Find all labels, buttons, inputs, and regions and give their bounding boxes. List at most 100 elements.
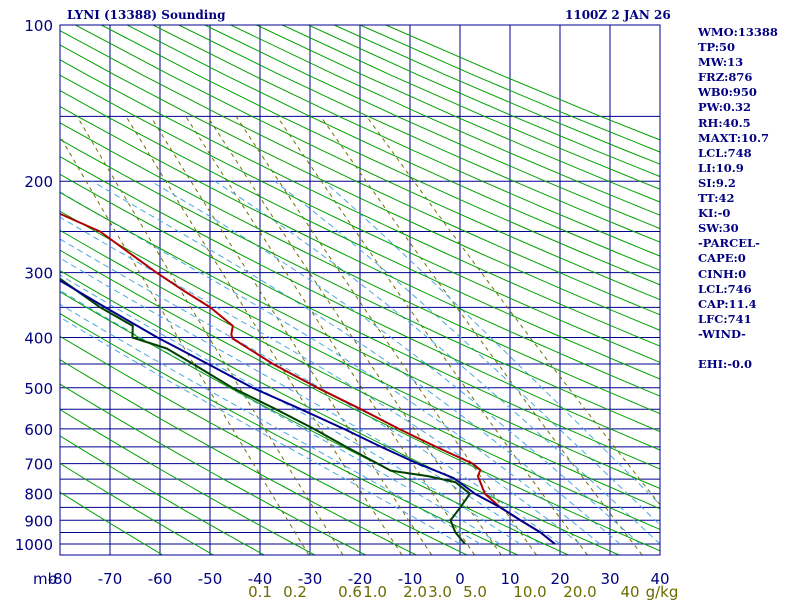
- series-layer: [60, 212, 556, 545]
- stat-item: MW:13: [698, 55, 744, 70]
- dry-adiabat-line: [152, 25, 660, 257]
- mixing-ratio-line: [235, 116, 537, 555]
- stat-item: PW:0.32: [698, 100, 752, 115]
- mixing-ratio-line: [125, 116, 403, 555]
- stat-item: CAP:11.4: [698, 296, 757, 311]
- dry-adiabat-line: [60, 138, 660, 433]
- dry-adiabat-line: [60, 44, 660, 331]
- mixing-ratio-tick-label: 2.0: [403, 583, 427, 600]
- mixing-ratio-tick-label: 0.2: [283, 583, 307, 600]
- stat-item: SW:30: [698, 221, 739, 236]
- dry-adiabat-line: [60, 105, 660, 397]
- temperature-profile-line: [60, 212, 556, 545]
- moist-adiabat-line: [150, 180, 641, 545]
- dry-adiabat-line: [60, 173, 660, 470]
- pressure-tick-label: 400: [24, 329, 53, 347]
- temperature-tick-label: -70: [98, 570, 123, 588]
- mixing-ratio-tick-label: 10.0: [513, 583, 546, 600]
- moist-adiabat-line: [60, 316, 461, 545]
- temperature-tick-label: 0: [455, 570, 465, 588]
- mixing-ratio-tick-label: 0.6: [338, 583, 362, 600]
- dry-adiabat-line: [60, 191, 660, 490]
- moist-adiabat-line: [274, 180, 660, 526]
- mixing-ratio-tick-label: 3.0: [428, 583, 452, 600]
- stat-item: SI:9.2: [698, 175, 736, 190]
- pressure-tick-label: 900: [24, 512, 53, 530]
- dry-adiabat-line: [101, 25, 660, 286]
- mixing-ratio-line: [60, 135, 310, 555]
- stat-item: WMO:13388: [698, 25, 778, 39]
- dry-adiabat-line: [60, 491, 163, 555]
- dry-adiabat-line: [60, 122, 660, 415]
- moist-adiabat-line: [60, 303, 481, 545]
- temperature-tick-label: 40: [650, 570, 669, 588]
- pressure-tick-label: 100: [24, 17, 53, 35]
- stat-item: [698, 342, 778, 357]
- dry-adiabat-line: [60, 359, 417, 555]
- stats-panel: WMO:13388 TP:50 MW:13 FRZ:876 WB0:950 PW:0.32…: [698, 25, 778, 372]
- mixing-ratio-tick-label: 40: [620, 583, 639, 600]
- temperature-tick-label: -50: [198, 570, 223, 588]
- dry-adiabat-line: [60, 270, 620, 555]
- stat-item: -WIND-: [698, 326, 746, 341]
- dry-adiabat-line: [60, 229, 660, 530]
- moist-adiabat-line: [323, 180, 660, 506]
- dry-adiabat-line: [60, 462, 214, 555]
- temperature-tick-label: 20: [550, 570, 569, 588]
- dry-adiabat-line: [60, 408, 316, 555]
- mixing-ratio-tick-label: 20.0: [563, 583, 596, 600]
- stat-item: EHI:-0.0: [698, 357, 753, 372]
- moist-adiabat-line: [60, 257, 541, 545]
- pressure-tick-label: 600: [24, 421, 53, 439]
- dry-adiabat-line: [60, 383, 366, 555]
- dry-adiabat-line: [60, 156, 660, 451]
- pressure-tick-label: 300: [24, 265, 53, 283]
- temperature-tick-label: 10: [500, 570, 519, 588]
- temperature-tick-label: -40: [248, 570, 273, 588]
- pressure-tick-label: 200: [24, 173, 53, 191]
- dry-adiabat-line: [60, 59, 660, 347]
- dry-adiabat-line: [60, 291, 569, 555]
- stat-item: TP:50: [698, 40, 736, 55]
- stat-item: RH:40.5: [698, 115, 751, 130]
- moist-adiabat-line: [214, 180, 660, 545]
- dry-adiabat-line: [126, 25, 660, 271]
- dry-adiabat-line: [60, 74, 660, 363]
- stat-item: FRZ:876: [698, 70, 753, 85]
- chart-title: LYNI (13388) Sounding: [67, 8, 226, 22]
- mixing-ratio-unit-label: g/kg: [646, 583, 679, 600]
- mixing-ratio-line: [207, 116, 502, 555]
- temperature-tick-label: -80: [48, 570, 73, 588]
- stat-item: LCL:746: [698, 281, 752, 296]
- stat-item: CAPE:0: [698, 251, 746, 266]
- dry-adiabat-line: [60, 89, 660, 380]
- stat-item: LCL:748: [698, 145, 752, 160]
- stat-item: KI:-0: [698, 206, 731, 221]
- temperature-tick-label: -10: [398, 570, 423, 588]
- chart-time-label: 1100Z 2 JAN 26: [565, 8, 671, 22]
- moist-adiabat-line: [60, 191, 601, 545]
- temperature-tick-label: -60: [148, 570, 173, 588]
- dry-adiabat-line: [178, 25, 660, 243]
- stat-item: LFC:741: [698, 311, 752, 326]
- dry-adiabat-line: [60, 335, 468, 555]
- dry-adiabat-line: [75, 25, 660, 301]
- mixing-ratio-tick-label: 5.0: [463, 583, 487, 600]
- stat-item: MAXT:10.7: [698, 130, 769, 145]
- stat-item: LI:10.9: [698, 160, 744, 175]
- mixing-ratio-line: [320, 116, 643, 555]
- pressure-tick-label: 700: [24, 456, 53, 474]
- dry-adiabat-layer: [60, 25, 660, 555]
- stat-item: WB0:950: [698, 85, 757, 100]
- parcel-profile-line: [60, 279, 556, 545]
- mixing-ratio-tick-label: 0.1: [248, 583, 272, 600]
- mixing-ratio-line: [276, 116, 588, 555]
- dry-adiabat-line: [60, 30, 660, 316]
- moist-adiabat-line: [60, 216, 581, 545]
- plot-frame: [59, 24, 661, 556]
- temperature-tick-label: 30: [600, 570, 619, 588]
- temperature-tick-label: -30: [298, 570, 323, 588]
- pressure-tick-label: 500: [24, 380, 53, 398]
